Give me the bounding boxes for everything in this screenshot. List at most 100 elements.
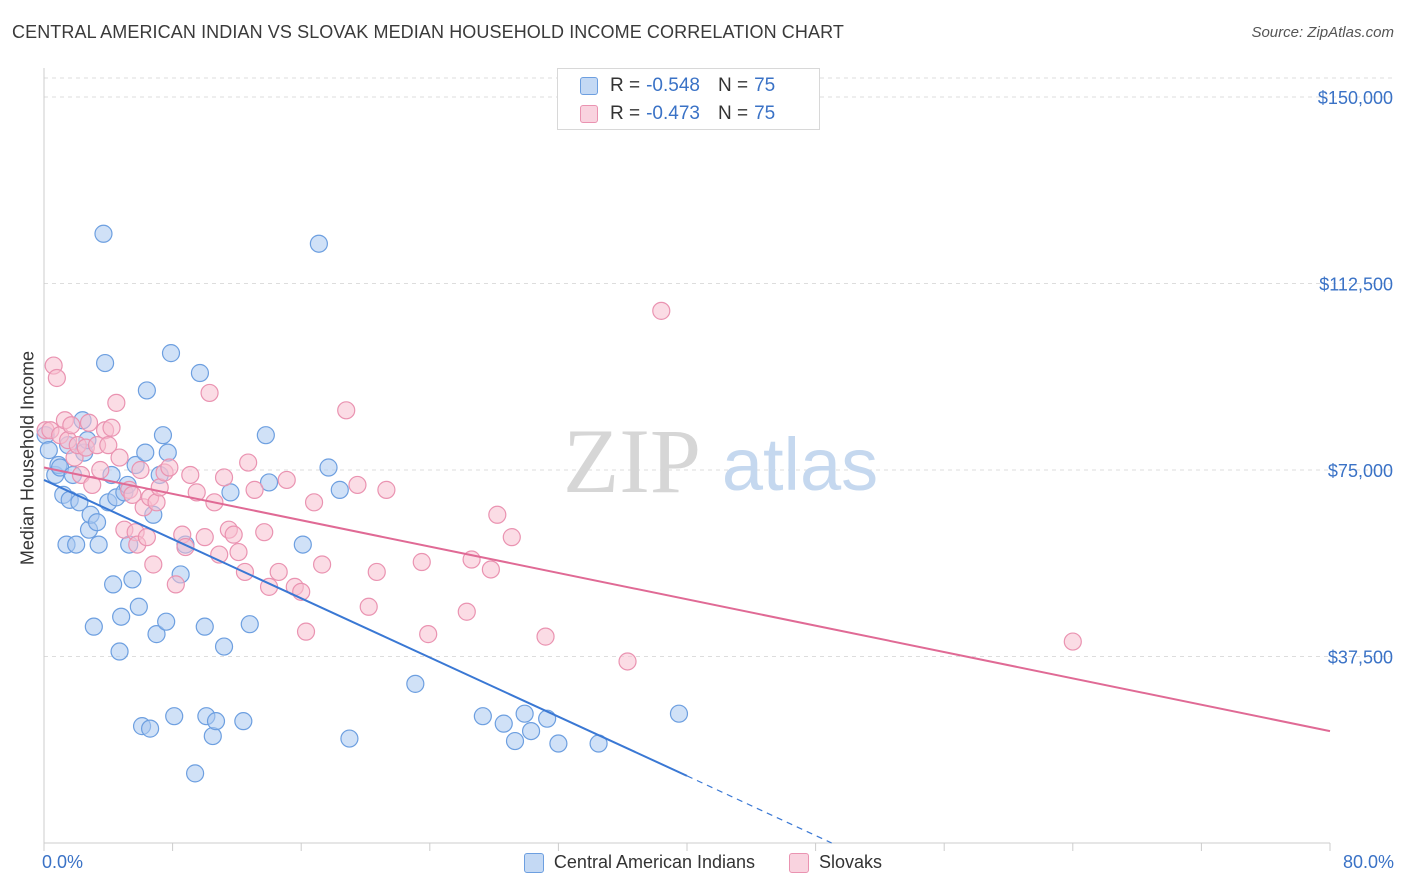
data-point-slovaks <box>107 393 126 412</box>
data-point-central-american-indians <box>186 764 205 783</box>
series-legend: Central American Indians Slovaks <box>0 852 1406 873</box>
data-point-central-american-indians <box>195 617 214 636</box>
data-point-central-american-indians <box>94 224 113 243</box>
data-point-slovaks <box>144 555 163 574</box>
data-point-central-american-indians <box>89 535 108 554</box>
data-point-slovaks <box>296 622 316 641</box>
data-point-central-american-indians <box>259 473 279 492</box>
data-point-central-american-indians <box>67 535 86 554</box>
data-point-slovaks <box>181 465 200 485</box>
data-point-central-american-indians <box>203 726 222 746</box>
data-point-slovaks <box>62 416 81 435</box>
y-tick-label: $75,000 <box>1328 461 1393 481</box>
watermark-zip: ZIP <box>563 410 701 512</box>
data-point-central-american-indians <box>256 426 275 445</box>
data-point-slovaks <box>1063 632 1082 651</box>
legend-swatch-pink <box>580 105 598 123</box>
data-point-slovaks <box>110 448 129 467</box>
data-point-slovaks <box>457 602 476 621</box>
y-tick-labels: $37,500 $75,000 $112,500 $150,000 <box>1318 88 1393 668</box>
data-point-central-american-indians <box>473 707 492 726</box>
data-point-central-american-indians <box>521 721 541 741</box>
data-point-central-american-indians <box>153 426 173 445</box>
data-point-central-american-indians <box>136 443 155 462</box>
x-tick-label-max: 80.0% <box>1342 852 1394 872</box>
data-point-slovaks <box>91 460 110 480</box>
data-point-slovaks <box>312 555 332 574</box>
data-point-slovaks <box>200 383 219 403</box>
legend-item-label: Slovaks <box>819 852 883 872</box>
data-point-slovaks <box>481 560 500 579</box>
data-point-central-american-indians <box>538 709 557 728</box>
data-point-central-american-indians <box>309 234 328 253</box>
legend-n-label: N = <box>717 103 749 124</box>
data-point-slovaks <box>304 493 324 512</box>
legend-item-central-american-indians[interactable]: Central American Indians <box>523 852 756 873</box>
data-point-slovaks <box>367 562 386 582</box>
legend-n-value: 75 <box>754 75 776 96</box>
data-point-central-american-indians <box>293 535 312 554</box>
data-point-slovaks <box>137 528 156 547</box>
data-point-slovaks <box>239 453 258 472</box>
legend-n-value: 75 <box>754 103 776 124</box>
trend-line-slovaks <box>43 466 1331 733</box>
data-point-central-american-indians <box>161 344 181 363</box>
data-point-slovaks <box>536 627 555 646</box>
data-point-slovaks <box>47 368 66 388</box>
series-central-american-indians <box>36 224 689 783</box>
data-point-slovaks <box>377 480 396 499</box>
legend-n-label: N = <box>717 75 749 96</box>
data-point-slovaks <box>102 418 121 437</box>
data-point-central-american-indians <box>158 443 177 462</box>
series-slovaks <box>36 301 1082 671</box>
chart-title: CENTRAL AMERICAN INDIAN VS SLOVAK MEDIAN… <box>12 22 844 42</box>
data-point-central-american-indians <box>234 712 253 731</box>
x-tick-label-min: 0.0% <box>42 852 84 872</box>
data-point-central-american-indians <box>669 704 689 723</box>
data-point-central-american-indians <box>549 734 568 753</box>
data-point-slovaks <box>245 480 264 499</box>
watermark: ZIP atlas <box>563 410 878 512</box>
y-axis-label: Median Household Income <box>17 350 38 566</box>
data-point-central-american-indians <box>112 607 131 626</box>
legend-r-label: R = <box>610 75 641 96</box>
legend-item-label: Central American Indians <box>553 852 756 872</box>
data-point-slovaks <box>147 493 166 512</box>
y-tick-label: $150,000 <box>1318 88 1393 108</box>
data-point-central-american-indians <box>515 704 534 723</box>
data-point-central-american-indians <box>319 458 338 477</box>
data-point-central-american-indians <box>190 363 210 383</box>
data-point-central-american-indians <box>123 570 142 589</box>
legend-item-slovaks[interactable]: Slovaks <box>789 852 882 873</box>
data-point-slovaks <box>618 652 637 671</box>
data-point-central-american-indians <box>330 480 349 499</box>
legend-r-label: R = <box>610 103 641 124</box>
data-point-slovaks <box>160 458 179 477</box>
data-point-slovaks <box>166 575 185 594</box>
data-point-slovaks <box>488 505 507 524</box>
data-point-central-american-indians <box>240 615 259 634</box>
y-tick-label: $37,500 <box>1328 648 1393 668</box>
data-point-central-american-indians <box>110 642 129 661</box>
data-point-slovaks <box>419 625 438 644</box>
data-point-central-american-indians <box>39 441 58 460</box>
data-point-central-american-indians <box>406 674 425 693</box>
correlation-legend: R = -0.548 N = 75 R = -0.473 N = 75 <box>557 68 820 130</box>
data-point-central-american-indians <box>147 625 166 644</box>
data-point-slovaks <box>277 470 296 490</box>
trend-line-extension <box>686 775 832 844</box>
data-point-slovaks <box>255 523 274 542</box>
data-point-central-american-indians <box>206 712 226 731</box>
data-point-slovaks <box>131 460 150 480</box>
legend-swatch-blue <box>580 77 598 95</box>
data-point-central-american-indians <box>140 719 160 738</box>
data-point-central-american-indians <box>214 637 234 656</box>
data-point-slovaks <box>652 301 671 320</box>
data-point-slovaks <box>502 528 521 547</box>
data-point-slovaks <box>269 562 288 582</box>
data-point-central-american-indians <box>505 731 525 751</box>
trend-line-central-american-indians <box>43 479 688 777</box>
data-point-slovaks <box>99 436 118 455</box>
watermark-atlas: atlas <box>722 423 878 506</box>
